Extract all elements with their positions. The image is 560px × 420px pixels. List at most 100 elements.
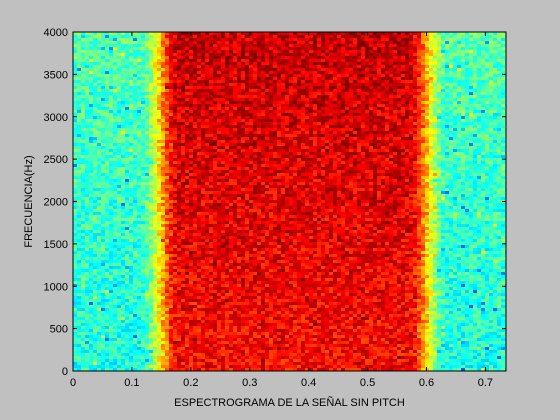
heatmap-cell: [433, 134, 438, 138]
heatmap-cell: [345, 164, 350, 168]
heatmap-cell: [493, 125, 498, 129]
heatmap-cell: [89, 83, 94, 87]
heatmap-cell: [397, 125, 402, 129]
heatmap-cell: [101, 35, 106, 39]
heatmap-cell: [413, 104, 418, 108]
heatmap-cell: [417, 149, 422, 153]
heatmap-cell: [285, 83, 290, 87]
heatmap-cell: [201, 110, 206, 114]
heatmap-cell: [453, 104, 458, 108]
heatmap-cell: [425, 92, 430, 96]
heatmap-cell: [381, 131, 386, 135]
heatmap-cell: [305, 65, 310, 69]
heatmap-cell: [93, 146, 98, 150]
heatmap-cell: [317, 113, 322, 117]
heatmap-cell: [277, 146, 282, 150]
heatmap-cell: [473, 152, 478, 156]
heatmap-cell: [109, 113, 114, 117]
heatmap-cell: [497, 116, 502, 120]
heatmap-cell: [325, 152, 330, 156]
heatmap-cell: [97, 32, 102, 36]
heatmap-cell: [101, 128, 106, 132]
heatmap-cell: [293, 104, 298, 108]
heatmap-cell: [461, 41, 466, 45]
heatmap-cell: [257, 137, 262, 141]
heatmap-cell: [81, 74, 86, 78]
heatmap-cell: [473, 44, 478, 48]
heatmap-cell: [469, 89, 474, 93]
heatmap-cell: [253, 128, 258, 132]
heatmap-cell: [233, 83, 238, 87]
heatmap-cell: [233, 65, 238, 69]
heatmap-cell: [201, 38, 206, 42]
heatmap-cell: [353, 86, 358, 90]
heatmap-cell: [309, 53, 314, 57]
heatmap-cell: [129, 98, 134, 102]
heatmap-cell: [501, 80, 506, 84]
heatmap-cell: [229, 110, 234, 114]
heatmap-cell: [481, 71, 486, 75]
heatmap-cell: [165, 53, 170, 57]
heatmap-cell: [477, 68, 482, 72]
heatmap-cell: [237, 98, 242, 102]
heatmap-cell: [341, 95, 346, 99]
heatmap-cell: [457, 53, 462, 57]
heatmap-cell: [373, 152, 378, 156]
heatmap-cell: [305, 77, 310, 81]
heatmap-cell: [481, 59, 486, 63]
heatmap-cell: [177, 164, 182, 168]
heatmap-cell: [333, 131, 338, 135]
heatmap-cell: [417, 104, 422, 108]
heatmap-cell: [241, 140, 246, 144]
heatmap-cell: [453, 35, 458, 39]
heatmap-cell: [269, 50, 274, 54]
heatmap-cell: [153, 50, 158, 54]
heatmap-cell: [213, 107, 218, 111]
heatmap-cell: [393, 62, 398, 66]
heatmap-cell: [125, 101, 130, 105]
heatmap-cell: [149, 143, 154, 147]
heatmap-cell: [465, 95, 470, 99]
heatmap-cell: [417, 92, 422, 96]
heatmap-cell: [233, 143, 238, 147]
heatmap-cell: [117, 167, 122, 171]
heatmap-cell: [261, 113, 266, 117]
heatmap-cell: [101, 38, 106, 42]
heatmap-cell: [277, 128, 282, 132]
heatmap-cell: [461, 74, 466, 78]
heatmap-cell: [305, 134, 310, 138]
heatmap-cell: [249, 50, 254, 54]
heatmap-cell: [241, 59, 246, 63]
heatmap-cell: [441, 113, 446, 117]
heatmap-cell: [273, 104, 278, 108]
heatmap-cell: [481, 137, 486, 141]
heatmap-cell: [297, 77, 302, 81]
heatmap-cell: [413, 161, 418, 165]
heatmap-cell: [221, 56, 226, 60]
heatmap-cell: [261, 95, 266, 99]
heatmap-cell: [345, 119, 350, 123]
heatmap-cell: [373, 41, 378, 45]
heatmap-cell: [437, 110, 442, 114]
heatmap-cell: [73, 56, 78, 60]
heatmap-cell: [209, 50, 214, 54]
heatmap-cell: [157, 77, 162, 81]
heatmap-cell: [249, 32, 254, 36]
heatmap-cell: [417, 74, 422, 78]
heatmap-cell: [485, 59, 490, 63]
heatmap-cell: [481, 65, 486, 69]
heatmap-cell: [169, 137, 174, 141]
heatmap-cell: [333, 53, 338, 57]
heatmap-cell: [121, 77, 126, 81]
heatmap-cell: [269, 41, 274, 45]
heatmap-cell: [181, 35, 186, 39]
heatmap-cell: [497, 86, 502, 90]
heatmap-cell: [141, 71, 146, 75]
heatmap-cell: [253, 56, 258, 60]
heatmap-cell: [325, 95, 330, 99]
heatmap-cell: [413, 116, 418, 120]
heatmap-cell: [301, 32, 306, 36]
heatmap-cell: [453, 80, 458, 84]
heatmap-cell: [265, 146, 270, 150]
heatmap-cell: [129, 95, 134, 99]
